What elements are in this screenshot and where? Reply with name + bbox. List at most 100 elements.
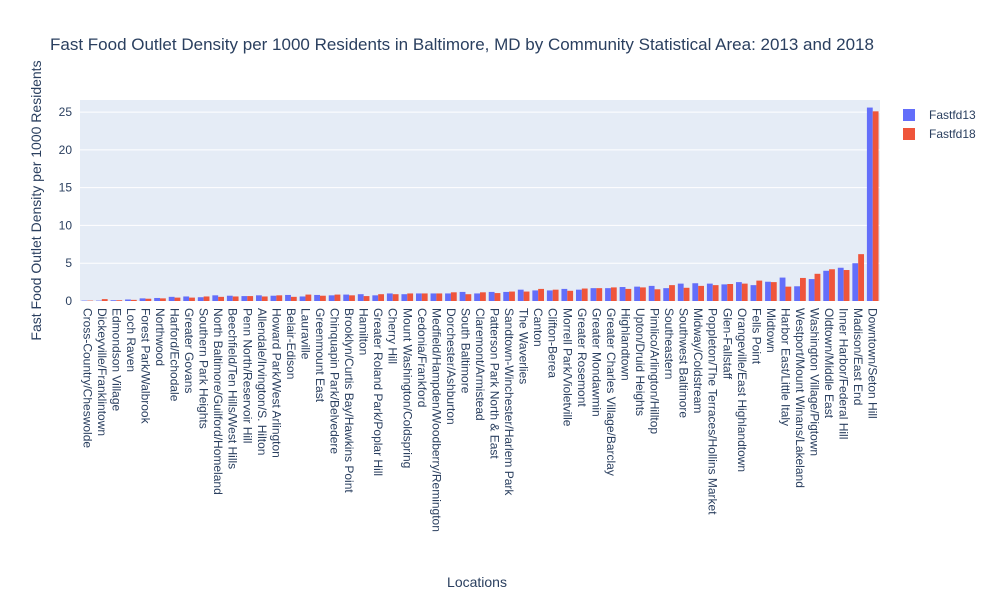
- x-tick-label: Lauraville: [298, 308, 312, 360]
- x-tick-label: Cross-Country/Cheswolde: [80, 308, 94, 448]
- x-tick-label: Pimlico/Arlington/Hilltop: [648, 308, 662, 434]
- bar-fastfd13: [605, 288, 611, 301]
- bar-fastfd13: [590, 288, 597, 301]
- gridlines: [80, 111, 880, 264]
- legend-label: Fastfd13: [929, 108, 976, 122]
- y-tick-labels: 0 5 10 15 20 25: [59, 105, 73, 308]
- bar-fastfd13: [401, 294, 408, 301]
- bar-fastfd18: [872, 111, 879, 301]
- legend: Fastfd13 Fastfd18: [903, 108, 976, 141]
- bar-fastfd18: [421, 293, 428, 301]
- bar-fastfd13: [808, 279, 815, 301]
- bar-fastfd13: [212, 295, 219, 301]
- bar-fastfd18: [174, 297, 181, 301]
- bar-fastfd18: [640, 287, 646, 301]
- bar-fastfd13: [139, 298, 146, 301]
- x-tick-label: Midtown: [764, 308, 778, 353]
- x-tick-label: Greater Mondawmin: [589, 308, 603, 417]
- bar-fastfd18: [276, 295, 283, 301]
- bar-fastfd13: [517, 289, 524, 301]
- x-tick-label: Edmondson Village: [109, 308, 123, 412]
- legend-swatch: [903, 109, 915, 121]
- bar-fastfd13: [634, 286, 640, 301]
- bar-fastfd18: [552, 289, 559, 301]
- bar-fastfd18: [465, 294, 472, 301]
- bar-fastfd18: [378, 294, 384, 301]
- x-tick-label: Highlandtown: [618, 308, 632, 381]
- x-tick-label: Morrell Park/Violetville: [560, 308, 574, 427]
- x-tick-label: Southern Park Heights: [197, 308, 211, 429]
- bar-fastfd18: [160, 298, 166, 301]
- bar-fastfd13: [706, 283, 713, 301]
- bar-fastfd13: [866, 107, 873, 301]
- x-tick-label: Brooklyn/Curtis Bay/Hawkins Point: [342, 308, 356, 493]
- bar-fastfd13: [357, 294, 364, 301]
- bar-fastfd13: [837, 267, 844, 301]
- bar-fastfd13: [241, 296, 248, 301]
- x-tick-label: Northwood: [153, 308, 167, 366]
- x-tick-label: Mount Washington/Coldspring: [400, 308, 414, 468]
- y-axis-title: Fast Food Outlet Density per 1000 Reside…: [28, 60, 44, 340]
- bar-fastfd13: [750, 285, 757, 301]
- x-tick-label: Orangeville/East Highlandtown: [735, 308, 749, 472]
- bar-fastfd13: [474, 293, 480, 301]
- bar-fastfd13: [270, 295, 277, 301]
- y-tick-label: 10: [59, 218, 73, 232]
- y-tick-label: 20: [59, 143, 73, 157]
- legend-label: Fastfd18: [929, 127, 976, 141]
- y-tick-label: 0: [65, 294, 72, 308]
- x-tick-label: Westport/Mount Winans/Lakeland: [793, 308, 807, 488]
- bar-fastfd18: [101, 299, 108, 301]
- x-tick-label: Inner Harbor/Federal Hill: [837, 308, 851, 439]
- bar-fastfd18: [523, 291, 530, 301]
- bar-fastfd13: [677, 283, 684, 301]
- bar-fastfd18: [130, 299, 137, 301]
- x-tick-label: Claremont/Armistead: [473, 308, 487, 421]
- x-tick-label: Southeastern: [662, 308, 676, 379]
- bar-fastfd18: [363, 296, 370, 301]
- x-tick-label: Hamilton: [357, 308, 371, 355]
- bar-fastfd13: [299, 296, 306, 301]
- bar-fastfd18: [625, 288, 632, 301]
- bar-fastfd13: [765, 281, 771, 301]
- x-tick-label: Harford/Echodale: [168, 308, 182, 402]
- bar-fastfd18: [712, 285, 719, 301]
- bar-fastfd13: [488, 291, 495, 301]
- bar-fastfd18: [349, 295, 355, 301]
- x-tick-label: Medfield/Hampden/Woodberry/Remington: [429, 308, 443, 532]
- y-tick-label: 5: [65, 256, 72, 270]
- bar-fastfd18: [116, 300, 123, 301]
- bar-fastfd18: [334, 294, 341, 301]
- bar-fastfd18: [247, 296, 254, 301]
- bar-fastfd18: [538, 288, 544, 301]
- bar-fastfd18: [261, 296, 268, 301]
- x-tick-labels: Cross-Country/Cheswolde Dickeyville/Frank…: [80, 308, 879, 532]
- bar-fastfd13: [168, 296, 175, 301]
- bar-fastfd13: [794, 286, 800, 301]
- bar-fastfd18: [232, 296, 239, 301]
- bar-fastfd18: [203, 296, 210, 301]
- bar-fastfd13: [532, 290, 539, 301]
- x-tick-label: Downtown/Seton Hill: [866, 308, 880, 419]
- bar-fastfd18: [814, 273, 821, 301]
- bar-fastfd18: [741, 283, 748, 301]
- bar-fastfd13: [226, 295, 233, 301]
- bar-fastfd18: [567, 290, 574, 301]
- x-tick-label: Fells Point: [749, 308, 763, 365]
- x-tick-label: Greenmount East: [313, 308, 327, 403]
- bar-fastfd18: [218, 296, 224, 301]
- bar-fastfd18: [858, 254, 864, 301]
- bar-fastfd18: [392, 294, 399, 301]
- bar-fastfd13: [197, 297, 204, 301]
- x-tick-label: Dorchester/Ashburton: [444, 308, 458, 425]
- x-tick-label: Patterson Park North & East: [488, 308, 502, 459]
- bar-fastfd18: [843, 270, 850, 301]
- x-tick-label: Chinquapin Park/Belvedere: [328, 308, 342, 454]
- x-tick-label: Cherry Hill: [386, 308, 400, 364]
- bar-fastfd18: [436, 293, 443, 301]
- bar-fastfd13: [503, 291, 510, 301]
- bar-fastfd13: [576, 289, 582, 301]
- x-tick-label: Glen-Fallstaff: [720, 308, 734, 380]
- y-tick-label: 15: [59, 181, 73, 195]
- bar-fastfd13: [154, 297, 160, 301]
